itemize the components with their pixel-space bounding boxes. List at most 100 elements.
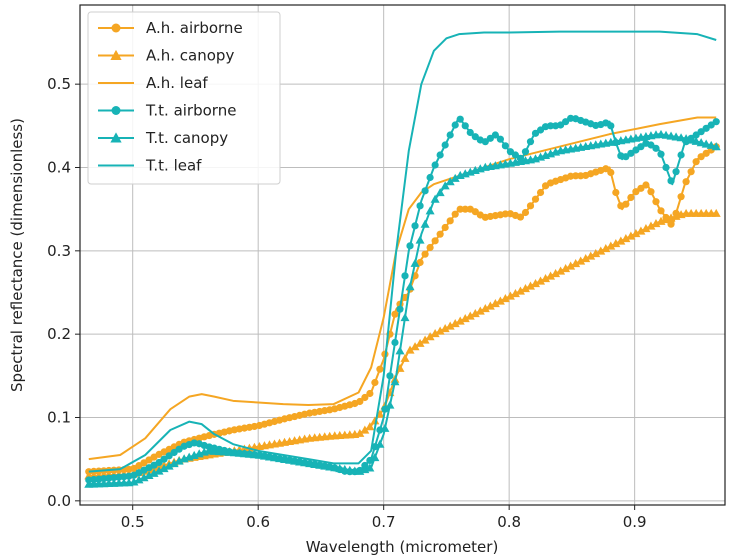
data-point — [159, 464, 169, 473]
data-point — [110, 49, 122, 60]
data-point — [461, 205, 469, 213]
data-point — [430, 194, 440, 203]
data-point — [531, 195, 540, 203]
data-point — [355, 428, 365, 437]
data-point — [652, 198, 660, 206]
data-point — [435, 326, 445, 335]
data-point — [572, 172, 580, 180]
data-point — [154, 466, 164, 475]
data-point — [652, 144, 660, 152]
data-point — [681, 134, 691, 143]
y-tick-label: 0.3 — [47, 242, 71, 260]
data-point — [426, 243, 434, 252]
data-point — [361, 393, 369, 402]
data-point — [370, 416, 380, 425]
series-a-h-canopy — [84, 208, 721, 480]
data-point — [711, 142, 721, 151]
data-point — [426, 173, 434, 182]
legend-label: T.t. leaf — [145, 157, 202, 175]
data-point — [421, 250, 429, 258]
data-point — [692, 158, 700, 166]
data-point — [536, 276, 546, 285]
data-point — [551, 269, 561, 278]
data-point — [425, 206, 435, 215]
data-point — [475, 306, 485, 315]
data-point — [164, 461, 174, 470]
data-point — [576, 256, 586, 265]
x-tick-label: 0.9 — [623, 513, 647, 531]
legend-label: T.t. airborne — [145, 102, 236, 120]
data-point — [401, 272, 409, 280]
data-point — [601, 244, 611, 253]
data-point — [581, 254, 591, 263]
legend-item: T.t. leaf — [98, 157, 202, 175]
plot-frame — [79, 4, 726, 506]
data-point — [566, 261, 576, 270]
data-point — [662, 163, 670, 172]
data-point — [501, 142, 509, 150]
data-point — [546, 122, 555, 130]
data-point — [626, 231, 636, 240]
legend-box — [87, 11, 281, 185]
data-point — [691, 136, 701, 145]
data-point — [411, 222, 419, 230]
legend-item: A.h. airborne — [98, 19, 243, 37]
data-point — [682, 178, 690, 186]
data-point — [410, 258, 420, 267]
data-point — [174, 456, 184, 465]
data-point — [415, 235, 425, 244]
data-point — [460, 314, 470, 323]
data-point — [425, 332, 435, 341]
data-point — [541, 274, 551, 283]
data-point — [391, 310, 399, 318]
data-point — [596, 246, 606, 255]
data-point — [521, 208, 530, 217]
data-point — [687, 168, 695, 176]
data-point — [386, 372, 394, 380]
data-point — [627, 193, 635, 202]
data-point — [445, 321, 455, 330]
y-tick-label: 0.2 — [47, 325, 71, 343]
series-line — [88, 116, 717, 461]
data-point — [431, 161, 439, 169]
x-axis-label: Wavelength (micrometer) — [306, 538, 499, 556]
data-point — [416, 258, 424, 267]
data-point — [149, 468, 159, 477]
legend-item: T.t. airborne — [98, 102, 236, 120]
data-point — [706, 140, 716, 149]
data-point — [110, 132, 122, 143]
y-tick-label: 0.5 — [47, 75, 71, 93]
data-point — [365, 463, 375, 472]
data-point — [366, 456, 374, 465]
data-point — [421, 187, 429, 195]
y-tick-label: 0.4 — [47, 159, 71, 177]
legend-label: T.t. canopy — [145, 129, 228, 147]
data-point — [376, 365, 384, 373]
data-point — [510, 289, 520, 298]
data-point — [371, 378, 379, 387]
data-point — [410, 342, 420, 351]
data-point — [451, 210, 459, 218]
data-point — [701, 139, 711, 148]
data-point — [144, 470, 154, 480]
data-point — [607, 168, 615, 177]
data-point — [470, 309, 480, 318]
data-point — [611, 239, 621, 248]
data-point — [641, 224, 651, 233]
series-layer — [84, 30, 721, 488]
data-point — [406, 242, 414, 250]
data-point — [525, 281, 535, 290]
data-point — [520, 284, 530, 293]
legend-label: A.h. canopy — [146, 47, 234, 65]
data-point — [440, 324, 450, 333]
data-point — [480, 304, 490, 313]
data-point — [647, 188, 655, 196]
data-point — [139, 473, 149, 482]
legend-item: T.t. canopy — [98, 129, 228, 147]
data-point — [390, 377, 400, 386]
data-point — [677, 151, 685, 159]
data-point — [450, 319, 460, 328]
y-axis-label: Spectral reflectance (dimensionless) — [8, 118, 26, 392]
data-point — [536, 188, 545, 197]
data-point — [169, 459, 179, 468]
